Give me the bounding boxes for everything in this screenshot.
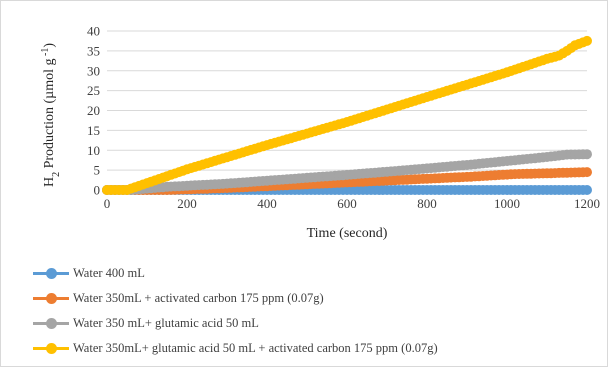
x-tick-label: 200 (177, 196, 197, 211)
y-tick-label: 40 (87, 24, 100, 39)
legend-marker-icon (33, 265, 69, 282)
x-tick-label: 600 (337, 196, 357, 211)
legend-label: Water 350mL + activated carbon 175 ppm (… (73, 291, 324, 305)
x-tick-label: 800 (417, 196, 437, 211)
series-4 (102, 35, 592, 195)
legend: Water 400 mL Water 350mL + activated carb… (33, 265, 438, 357)
data-point (582, 149, 592, 160)
legend-marker-icon (33, 340, 69, 357)
y-tick-label: 25 (87, 83, 100, 98)
y-axis-title-post: ) (42, 43, 57, 48)
legend-entry: Water 350mL+ glutamic acid 50 mL + activ… (33, 340, 438, 357)
y-tick-labels: 0 5 10 15 20 25 30 35 40 (87, 24, 100, 198)
y-tick-label: 20 (87, 103, 100, 118)
y-axis-title: H2 Production (µmol g -1) (40, 43, 62, 187)
y-tick-label: 0 (94, 183, 101, 198)
series-layer (102, 35, 592, 195)
data-point (582, 167, 592, 178)
legend-label: Water 400 mL (73, 266, 145, 280)
y-tick-label: 30 (87, 63, 100, 78)
y-axis-title-sup: -1 (40, 48, 51, 59)
y-tick-label: 15 (87, 123, 100, 138)
y-axis-title-sub: 2 (51, 172, 62, 177)
data-point (582, 35, 592, 46)
y-tick-label: 35 (87, 43, 100, 58)
x-tick-label: 1000 (494, 196, 520, 211)
x-tick-label: 0 (104, 196, 111, 211)
legend-marker-icon (33, 315, 69, 332)
legend-entry: Water 350 mL+ glutamic acid 50 mL (33, 315, 438, 332)
x-axis-title: Time (second) (307, 226, 388, 241)
legend-entry: Water 400 mL (33, 265, 438, 282)
y-tick-label: 10 (87, 143, 100, 158)
legend-marker-icon (33, 290, 69, 307)
x-tick-labels: 0 200 400 600 800 1000 1200 (104, 196, 600, 211)
x-tick-label: 400 (257, 196, 277, 211)
legend-label: Water 350 mL+ glutamic acid 50 mL (73, 316, 259, 330)
legend-label: Water 350mL+ glutamic acid 50 mL + activ… (73, 341, 438, 355)
y-axis-title-mid: Production (µmol g (42, 58, 57, 171)
line-chart: 0 5 10 15 20 25 30 35 40 0 200 400 600 800 1000 1200 H… (40, 24, 601, 242)
data-point (582, 185, 592, 195)
y-tick-label: 5 (94, 163, 101, 178)
x-tick-label: 1200 (574, 196, 600, 211)
grid-lines (107, 30, 587, 191)
y-axis-title-pre: H (42, 177, 57, 187)
legend-entry: Water 350mL + activated carbon 175 ppm (… (33, 290, 438, 307)
